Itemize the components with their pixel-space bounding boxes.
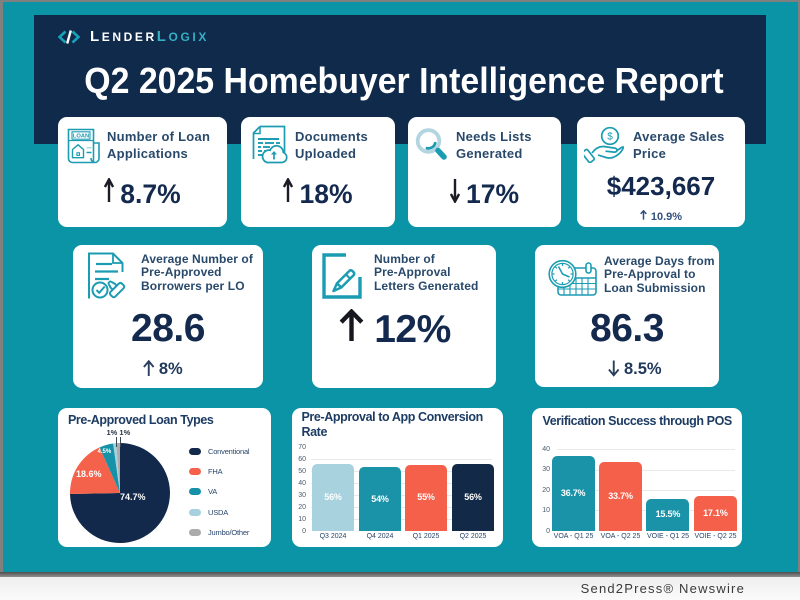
svg-text:LOAN: LOAN xyxy=(73,134,89,140)
svg-text:$: $ xyxy=(607,132,613,143)
